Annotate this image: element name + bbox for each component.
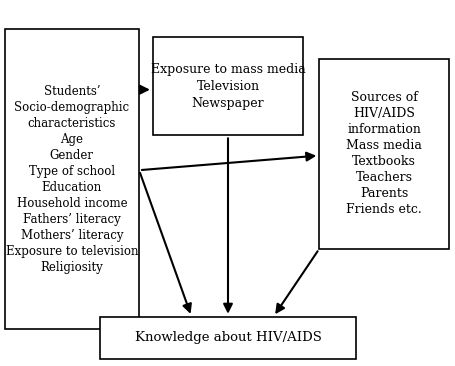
Text: Exposure to mass media
Television
Newspaper: Exposure to mass media Television Newspa… xyxy=(150,63,305,109)
Text: Sources of
HIV/AIDS
information
Mass media
Textbooks
Teachers
Parents
Friends et: Sources of HIV/AIDS information Mass med… xyxy=(345,91,421,216)
Bar xyxy=(100,317,355,359)
Bar xyxy=(318,59,448,249)
Bar xyxy=(5,29,139,329)
Text: Students’
Socio-demographic
characteristics
Age
Gender
Type of school
Education
: Students’ Socio-demographic characterist… xyxy=(5,85,138,274)
Bar xyxy=(152,37,303,135)
Text: Knowledge about HIV/AIDS: Knowledge about HIV/AIDS xyxy=(134,331,321,344)
